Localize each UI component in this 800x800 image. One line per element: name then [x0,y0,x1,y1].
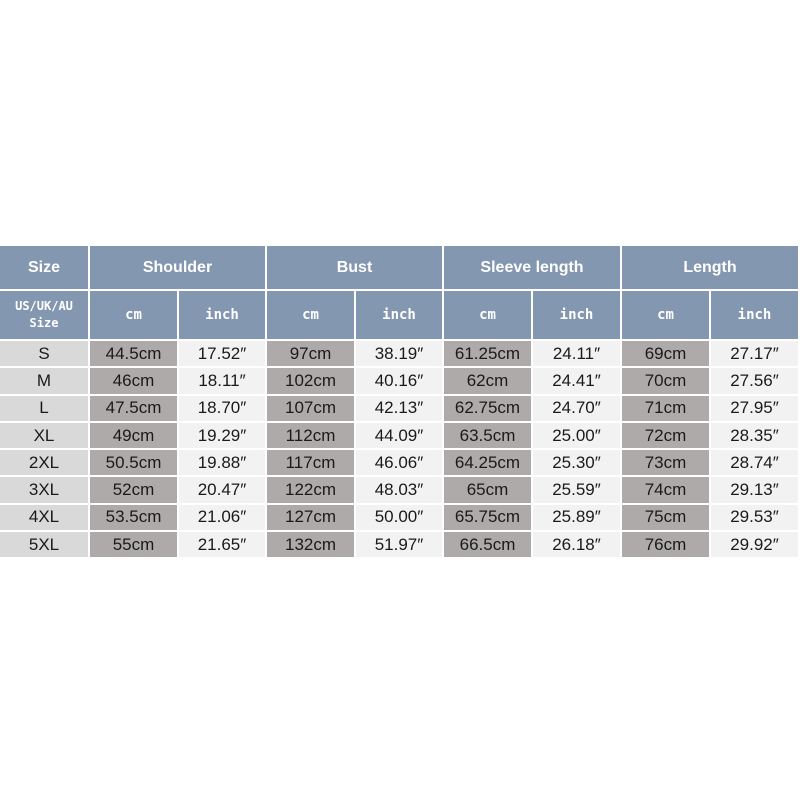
cell-bust-cm: 102cm [267,368,354,394]
cell-size: 2XL [0,450,88,476]
cell-length-inch: 29.13″ [711,477,798,503]
cell-length-inch: 27.17″ [711,341,798,367]
cell-shoulder-cm: 46cm [90,368,177,394]
cell-length-cm: 73cm [622,450,709,476]
cell-shoulder-inch: 21.65″ [179,532,265,558]
cell-shoulder-inch: 18.70″ [179,395,265,421]
cell-bust-inch: 48.03″ [356,477,442,503]
cell-length-cm: 75cm [622,504,709,531]
cell-bust-cm: 132cm [267,532,354,558]
cell-sleeve-inch: 24.70″ [533,395,620,421]
cell-shoulder-cm: 44.5cm [90,341,177,367]
unit-inch: inch [533,291,620,339]
size-chart-table: Size Shoulder Bust Sleeve length Length … [0,246,800,558]
cell-shoulder-cm: 49cm [90,422,177,449]
cell-bust-cm: 127cm [267,504,354,531]
cell-shoulder-inch: 19.29″ [179,422,265,449]
unit-inch: inch [356,291,442,339]
cell-length-cm: 69cm [622,341,709,367]
cell-length-cm: 76cm [622,532,709,558]
cell-bust-cm: 117cm [267,450,354,476]
cell-sleeve-inch: 25.89″ [533,504,620,531]
region-label: US/UK/AU [15,299,73,313]
cell-shoulder-inch: 19.88″ [179,450,265,476]
cell-sleeve-inch: 26.18″ [533,532,620,558]
cell-shoulder-cm: 55cm [90,532,177,558]
header-size: Size [0,246,88,289]
cell-size: 5XL [0,532,88,558]
cell-bust-cm: 122cm [267,477,354,503]
cell-size: S [0,341,88,367]
cell-length-inch: 27.56″ [711,368,798,394]
cell-length-cm: 74cm [622,477,709,503]
cell-sleeve-inch: 24.11″ [533,341,620,367]
cell-sleeve-inch: 25.59″ [533,477,620,503]
cell-shoulder-cm: 53.5cm [90,504,177,531]
cell-sleeve-inch: 25.30″ [533,450,620,476]
cell-shoulder-cm: 50.5cm [90,450,177,476]
cell-bust-cm: 97cm [267,341,354,367]
cell-bust-cm: 112cm [267,422,354,449]
unit-cm: cm [444,291,531,339]
cell-bust-inch: 40.16″ [356,368,442,394]
cell-sleeve-cm: 61.25cm [444,341,531,367]
header-length: Length [622,246,798,289]
cell-sleeve-cm: 62.75cm [444,395,531,421]
cell-length-inch: 29.53″ [711,504,798,531]
cell-shoulder-inch: 20.47″ [179,477,265,503]
header-region-size: US/UK/AU Size [0,291,88,339]
cell-bust-inch: 50.00″ [356,504,442,531]
cell-sleeve-cm: 65cm [444,477,531,503]
cell-size: 3XL [0,477,88,503]
cell-shoulder-inch: 21.06″ [179,504,265,531]
unit-inch: inch [711,291,798,339]
cell-size: 4XL [0,504,88,531]
cell-sleeve-inch: 24.41″ [533,368,620,394]
unit-cm: cm [90,291,177,339]
cell-bust-cm: 107cm [267,395,354,421]
cell-size: L [0,395,88,421]
cell-shoulder-inch: 17.52″ [179,341,265,367]
header-bust: Bust [267,246,442,289]
cell-sleeve-inch: 25.00″ [533,422,620,449]
unit-cm: cm [622,291,709,339]
cell-size: M [0,368,88,394]
cell-shoulder-inch: 18.11″ [179,368,265,394]
cell-length-inch: 29.92″ [711,532,798,558]
cell-bust-inch: 44.09″ [356,422,442,449]
cell-sleeve-cm: 63.5cm [444,422,531,449]
cell-sleeve-cm: 66.5cm [444,532,531,558]
header-shoulder: Shoulder [90,246,265,289]
cell-sleeve-cm: 64.25cm [444,450,531,476]
cell-shoulder-cm: 52cm [90,477,177,503]
unit-cm: cm [267,291,354,339]
size-label: Size [29,316,59,330]
cell-length-inch: 28.35″ [711,422,798,449]
cell-bust-inch: 51.97″ [356,532,442,558]
cell-length-cm: 71cm [622,395,709,421]
cell-bust-inch: 46.06″ [356,450,442,476]
cell-length-inch: 27.95″ [711,395,798,421]
unit-inch: inch [179,291,265,339]
cell-length-cm: 72cm [622,422,709,449]
cell-length-inch: 28.74″ [711,450,798,476]
cell-bust-inch: 42.13″ [356,395,442,421]
cell-sleeve-cm: 62cm [444,368,531,394]
cell-bust-inch: 38.19″ [356,341,442,367]
cell-size: XL [0,422,88,449]
cell-length-cm: 70cm [622,368,709,394]
cell-shoulder-cm: 47.5cm [90,395,177,421]
header-sleeve-length: Sleeve length [444,246,620,289]
cell-sleeve-cm: 65.75cm [444,504,531,531]
